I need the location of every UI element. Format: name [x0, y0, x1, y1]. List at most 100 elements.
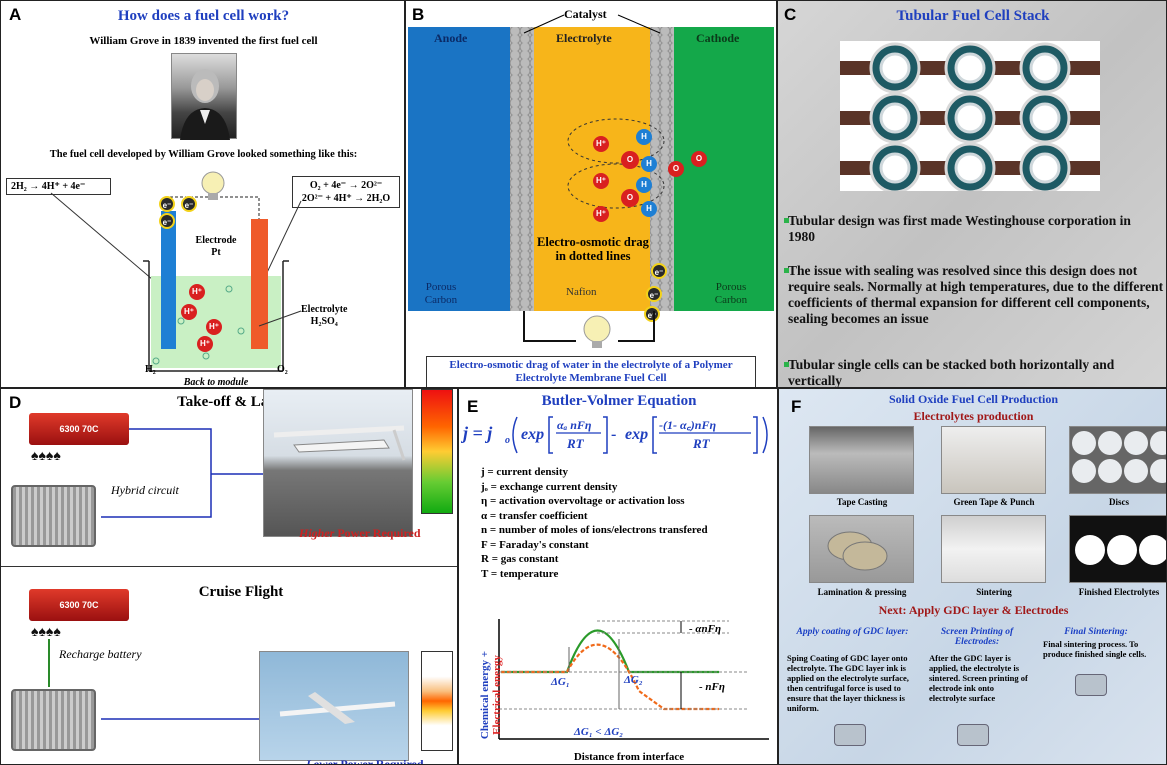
svg-text:αₐ nFη: αₐ nFη [557, 418, 592, 432]
cap-lamination: Lamination & pressing [817, 587, 907, 597]
cruise-title: Cruise Flight [198, 584, 284, 600]
higher-power-label: Higher Power Required [299, 526, 421, 541]
cap-discs: Discs [1109, 497, 1129, 507]
panel-a-subtitle: William Grove in 1839 invented the first… [89, 35, 318, 47]
porous-carbon-right: Porous Carbon [714, 281, 748, 306]
electron-b3: e⁻ [644, 306, 660, 322]
panel-label-b: B [412, 5, 425, 24]
svg-text:-(1- α꜀)nFη: -(1- α꜀)nFη [659, 418, 716, 432]
h-ion-1: H⁺ [189, 284, 205, 300]
grove-cell-diagram [50, 171, 302, 372]
photo-green-tape [941, 426, 1046, 494]
svg-text:j = j: j = j [461, 423, 493, 443]
h-ion-b2: H⁺ [593, 173, 609, 189]
panel-f-title: Solid Oxide Fuel Cell Production [888, 392, 1059, 406]
cap-finished: Finished Electrolytes [1078, 587, 1160, 597]
hybrid-circuit-lines [101, 428, 263, 518]
step-1-title: Apply coating of GDC layer: [796, 627, 909, 637]
delta-g2-label: ΔG₂ [624, 674, 643, 686]
cathode-equation: O₂ + 4e⁻ → 2O²⁻ 2O²⁻ + 4H⁺ → 2H₂O [292, 176, 400, 208]
photo-discs [1069, 426, 1166, 494]
oxygen-1: O [621, 151, 639, 169]
electrolyte-h2so4: H₂SO₄ [310, 316, 338, 327]
svg-text:RT: RT [566, 436, 585, 451]
svg-text:o: o [505, 435, 510, 446]
hybrid-circuit-label: Hybrid circuit [111, 483, 179, 497]
step-3-title: Final Sintering: [1064, 627, 1128, 637]
photo-tape-casting [809, 426, 914, 494]
symbol-n: n = number of moles of ions/electrons tr… [481, 524, 708, 536]
delta-g-compare: ΔG₁ < ΔG₂ [574, 726, 624, 738]
power-gradient-high [421, 389, 453, 514]
step-1-body: Sping Coating of GDC layer onto electrol… [787, 653, 909, 713]
symbol-alpha: α = transfer coefficient [481, 509, 588, 522]
tubular-stack-drawing [840, 42, 1100, 194]
anode-equation: 2H₂ → 4H⁺ + 4e⁻ [6, 178, 111, 195]
symbol-eta: η = activation overvoltage or activation… [481, 495, 685, 507]
uav-cruise-photo [259, 651, 409, 761]
battery-top: 6300 70C [29, 413, 129, 445]
porous-carbon-left: Porous Carbon [424, 281, 458, 306]
symbol-j: j = current density [481, 466, 569, 478]
symbol-list: j = current density jₒ = exchange curren… [481, 465, 777, 581]
panel-label-f: F [791, 397, 802, 416]
lower-power-label: Lower Power Required [306, 757, 424, 765]
h2-inlet-label: H₂ [145, 364, 156, 375]
panel-a-caption: The fuel cell developed by William Grove… [49, 149, 358, 160]
photo-sintering [941, 515, 1046, 583]
anode-label: Anode [434, 31, 468, 45]
cathode-label: Cathode [696, 31, 740, 45]
panel-label-d: D [9, 393, 22, 412]
electrode-label: Electrode Pt [186, 235, 246, 259]
tubular-stack-image [840, 41, 1100, 194]
recharge-label: Recharge battery [59, 647, 142, 661]
symbol-f: F = Faraday's constant [481, 538, 589, 551]
oxygen-4: O [691, 151, 707, 167]
svg-text:-: - [611, 426, 616, 443]
bullet-1: Tubular design was first made Westinghou… [784, 213, 1158, 245]
hydrogen-4: H [641, 201, 657, 217]
h-ion-3: H⁺ [206, 319, 222, 335]
delta-g1-label: ΔG₁ [551, 676, 570, 688]
electron-3: e⁻ [181, 196, 197, 212]
external-circuit [523, 311, 655, 348]
panel-f: F Solid Oxide Fuel Cell Production Elect… [778, 388, 1167, 765]
electrolyte-region [526, 27, 654, 311]
electrolyte-label: Electrolyte H₂SO₄ [301, 304, 347, 328]
hydrogen-2: H [641, 156, 657, 172]
butler-volmer-equation: j = j o exp αₐ nFη RT - exp -(1- α꜀)nFη … [460, 411, 777, 457]
panel-c: C Tubular Fuel Cell Stack Tubular design… [777, 0, 1167, 388]
symbol-t: T = temperature [481, 567, 559, 580]
catalyst-label: Catalyst [564, 7, 607, 21]
h-ion-2: H⁺ [181, 304, 197, 320]
fuel-cell-bottom [11, 689, 96, 751]
lower-em: Lower [306, 757, 338, 765]
camera-icon-2 [957, 724, 989, 746]
camera-icon-1 [834, 724, 866, 746]
connectors-bottom: ♠♠♠♠ [31, 625, 61, 640]
hydrogen-3: H [636, 177, 652, 193]
catalyst-layer-left [510, 27, 534, 311]
nafion-label: Nafion [566, 286, 597, 298]
cap-sintering: Sintering [976, 587, 1012, 597]
h-ion-b3: H⁺ [593, 206, 609, 222]
catalyst-pointers [523, 14, 661, 34]
panel-label-e: E [467, 397, 479, 416]
electrolyte-label: Electrolyte [556, 31, 612, 45]
step-2-title: Screen Printing of Electrodes: [940, 627, 1014, 647]
electron-1: e⁻ [159, 196, 175, 212]
y-axis-blue: Chemical energy + [479, 650, 491, 740]
oxygen-2: O [621, 189, 639, 207]
bullet-3: Tubular single cells can be stacked both… [784, 357, 1166, 387]
symbol-jo: jₒ = exchange current density [481, 480, 618, 493]
svg-text:exp: exp [521, 426, 544, 443]
bullet-2: The issue with sealing was resolved sinc… [784, 263, 1166, 327]
water-molecules-diagram [567, 118, 665, 209]
connectors-top: ♠♠♠♠ [31, 449, 61, 464]
h-ion-b1: H⁺ [593, 136, 609, 152]
nf-eta-label: - nFη [699, 681, 725, 693]
back-to-module-link[interactable]: Back to module [183, 377, 249, 388]
hydrogen-1: H [636, 129, 652, 145]
electrode-pt: Pt [211, 247, 221, 258]
uav-takeoff-photo [263, 389, 413, 537]
